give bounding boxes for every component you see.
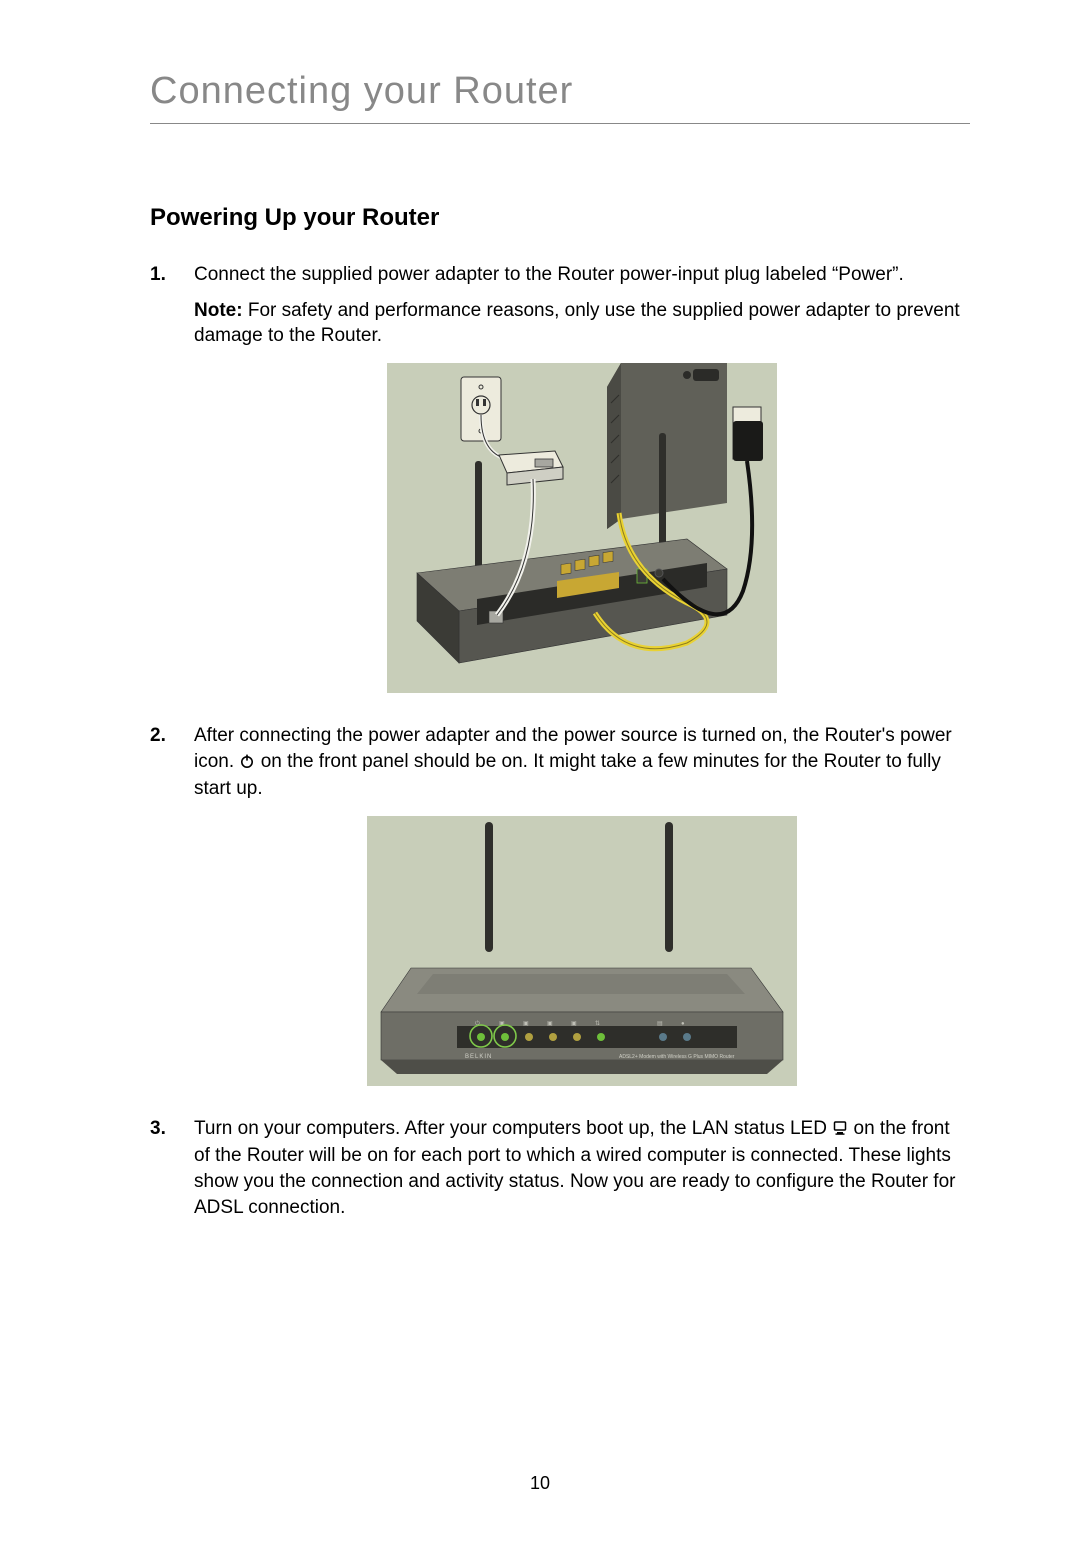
step-1-text: Connect the supplied power adapter to th… xyxy=(194,264,904,285)
svg-text:▣: ▣ xyxy=(523,1021,529,1027)
step-3-text-a: Turn on your computers. After your compu… xyxy=(194,1118,832,1139)
step-1-note-text: For safety and performance reasons, only… xyxy=(194,300,960,347)
computer-icon xyxy=(832,1118,848,1144)
page-title: Connecting your Router xyxy=(150,70,970,113)
figure-router-front: ⏻ ▣ ▣ ▣ ▣ ⇅ ▤ ● BELKIN ADSL2+ xyxy=(194,816,970,1086)
step-2-text-b: on the front panel should be on. It migh… xyxy=(194,751,941,800)
svg-text:ADSL2+ Modem with Wireless G P: ADSL2+ Modem with Wireless G Plus MIMO R… xyxy=(619,1054,735,1060)
svg-text:⇅: ⇅ xyxy=(595,1021,600,1027)
section-title: Powering Up your Router xyxy=(150,204,970,232)
step-3: Turn on your computers. After your compu… xyxy=(150,1116,970,1221)
page: Connecting your Router Powering Up your … xyxy=(0,0,1080,1542)
router-back-illustration xyxy=(387,363,777,693)
svg-text:▣: ▣ xyxy=(571,1021,577,1027)
steps-list: Connect the supplied power adapter to th… xyxy=(150,262,970,1220)
figure-router-back xyxy=(194,363,970,693)
power-icon xyxy=(239,751,255,777)
svg-text:▤: ▤ xyxy=(657,1021,663,1027)
step-1: Connect the supplied power adapter to th… xyxy=(150,262,970,693)
title-rule xyxy=(150,123,970,124)
router-front-illustration: ⏻ ▣ ▣ ▣ ▣ ⇅ ▤ ● BELKIN ADSL2+ xyxy=(367,816,797,1086)
step-2: After connecting the power adapter and t… xyxy=(150,723,970,1086)
svg-text:●: ● xyxy=(681,1021,685,1027)
svg-text:BELKIN: BELKIN xyxy=(465,1054,492,1060)
step-1-note-label: Note: xyxy=(194,300,243,321)
page-number: 10 xyxy=(0,1473,1080,1494)
svg-text:▣: ▣ xyxy=(547,1021,553,1027)
